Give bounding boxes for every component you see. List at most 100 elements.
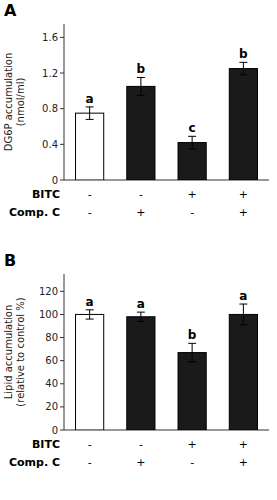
row-label: Comp. C <box>9 206 60 219</box>
y-tick-label: 0.4 <box>42 139 58 150</box>
treatment-label: - <box>88 206 92 219</box>
significance-letter: a <box>239 289 247 303</box>
y-tick <box>60 291 64 292</box>
y-tick-label: 1.6 <box>42 32 58 43</box>
significance-letter: a <box>137 297 145 311</box>
error-stem <box>89 107 90 119</box>
error-cap <box>137 312 145 313</box>
error-cap <box>188 343 196 344</box>
error-cap <box>188 148 196 149</box>
y-axis-label: Lipid accumulation(relative to control %… <box>3 297 26 406</box>
error-cap <box>86 309 94 310</box>
y-tick <box>60 430 64 431</box>
y-axis-label-line: (nmol/ml) <box>15 78 26 127</box>
treatment-label: + <box>239 206 248 219</box>
treatment-label: - <box>139 188 143 201</box>
y-tick <box>60 360 64 361</box>
significance-letter: b <box>188 328 197 342</box>
error-stem <box>243 304 244 325</box>
error-bar <box>188 343 196 361</box>
error-stem <box>140 77 141 95</box>
y-tick <box>60 73 64 74</box>
error-cap <box>137 321 145 322</box>
significance-letter: a <box>86 295 94 309</box>
treatment-label: - <box>190 206 194 219</box>
y-tick <box>60 37 64 38</box>
error-cap <box>239 304 247 305</box>
error-cap <box>239 74 247 75</box>
y-axis-label-line: (relative to control %) <box>15 297 26 406</box>
treatment-label: + <box>188 188 197 201</box>
error-bar <box>137 77 145 95</box>
y-axis-label-line: Lipid accumulation <box>3 305 14 400</box>
y-tick <box>60 383 64 384</box>
error-cap <box>239 324 247 325</box>
y-tick-label: 0 <box>52 175 58 186</box>
panel-label: B <box>4 251 16 270</box>
error-bar <box>137 312 145 321</box>
treatment-label: - <box>190 456 194 469</box>
bar <box>76 314 104 430</box>
y-tick-label: 60 <box>45 355 58 366</box>
y-tick <box>60 180 64 181</box>
error-stem <box>192 136 193 148</box>
treatment-label: + <box>136 206 145 219</box>
panel: A 0 0.4 0.8 1.2 1.6 DG6P accumulation(nmol/ml)… <box>3 1 269 219</box>
treatment-label: + <box>188 438 197 451</box>
significance-letter: c <box>189 121 196 135</box>
y-tick-label: 0.8 <box>42 103 58 114</box>
error-bar <box>86 107 94 119</box>
treatment-label: - <box>88 188 92 201</box>
error-cap <box>188 136 196 137</box>
error-cap <box>137 77 145 78</box>
treatment-label: - <box>139 438 143 451</box>
error-cap <box>86 106 94 107</box>
y-axis <box>64 274 65 430</box>
error-stem <box>140 312 141 321</box>
row-label: BITC <box>32 188 60 201</box>
y-axis-label-line: DG6P accumulation <box>3 53 14 152</box>
row-label: BITC <box>32 438 60 451</box>
bar <box>127 86 155 180</box>
error-stem <box>192 343 193 361</box>
error-cap <box>188 361 196 362</box>
y-tick-label: 20 <box>45 401 58 412</box>
treatment-label: - <box>88 438 92 451</box>
y-tick-label: 1.2 <box>42 68 58 79</box>
panel: B020406080100120Lipid accumulation(relat… <box>3 251 269 469</box>
figure: A 0 0.4 0.8 1.2 1.6 DG6P accumulation(nmol/ml)… <box>0 0 277 500</box>
bar <box>76 113 104 180</box>
y-tick-label: 0 <box>52 425 58 436</box>
y-axis-label: DG6P accumulation(nmol/ml) <box>3 53 26 152</box>
y-tick-label: 120 <box>39 286 58 297</box>
y-tick <box>60 406 64 407</box>
y-tick-label: 40 <box>45 378 58 389</box>
y-tick <box>60 108 64 109</box>
treatment-label: + <box>136 456 145 469</box>
y-tick <box>60 144 64 145</box>
bars <box>76 304 258 430</box>
error-cap <box>239 62 247 63</box>
y-tick <box>60 337 64 338</box>
bars <box>76 62 258 180</box>
error-bar <box>239 304 247 325</box>
error-bar <box>86 310 94 319</box>
y-axis <box>64 24 65 180</box>
treatment-label: + <box>239 188 248 201</box>
treatment-label: + <box>239 456 248 469</box>
error-bar <box>188 136 196 148</box>
error-cap <box>86 319 94 320</box>
y-tick <box>60 314 64 315</box>
panel-label: A <box>4 1 17 20</box>
significance-letter: b <box>137 62 146 76</box>
error-stem <box>243 62 244 74</box>
error-cap <box>137 95 145 96</box>
significance-letter: a <box>86 92 94 106</box>
bar <box>127 317 155 430</box>
error-stem <box>89 310 90 319</box>
bar <box>178 353 206 430</box>
treatment-label: + <box>239 438 248 451</box>
bar <box>229 69 257 180</box>
y-tick-label: 80 <box>45 332 58 343</box>
bar <box>229 314 257 430</box>
